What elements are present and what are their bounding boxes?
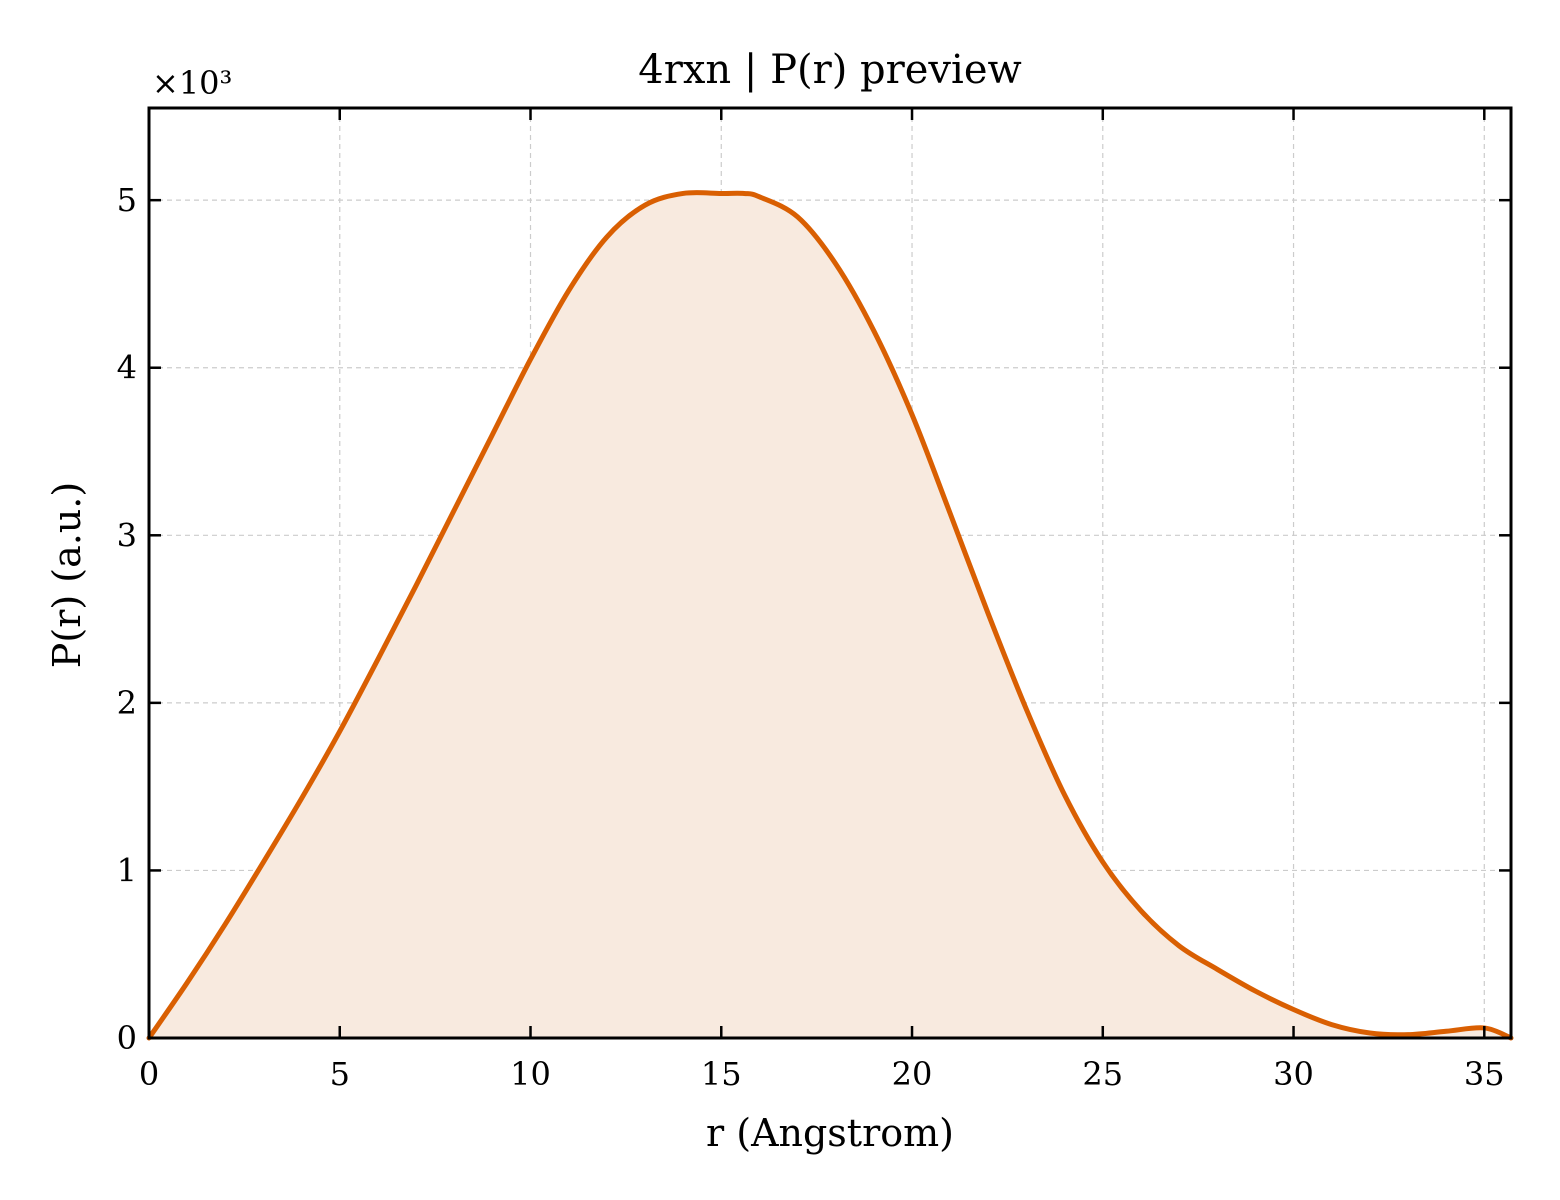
- chart-title: 4rxn | P(r) preview: [638, 47, 1021, 93]
- y-tick-label-0: 0: [117, 1019, 137, 1057]
- x-tick-label-25: 25: [1082, 1055, 1123, 1093]
- y-tick-label-5: 5: [117, 181, 137, 219]
- plot-frame: [147, 106, 1513, 1040]
- y-axis-label: P(r) (a.u.): [45, 482, 89, 668]
- x-tick-label-0: 0: [139, 1055, 159, 1093]
- x-tick-label-15: 15: [701, 1055, 742, 1093]
- y-axis-offset-label: ×10³: [152, 64, 232, 102]
- pr-area-fill: [149, 192, 1511, 1039]
- x-tick-label-5: 5: [330, 1055, 350, 1093]
- y-tick-label-3: 3: [117, 516, 137, 554]
- x-tick-label-20: 20: [892, 1055, 933, 1093]
- x-axis-label: r (Angstrom): [706, 1111, 954, 1155]
- x-tick-label-35: 35: [1464, 1055, 1505, 1093]
- pr-curve-line: [146, 190, 1514, 1041]
- y-tick-label-4: 4: [117, 349, 137, 387]
- tick-labels: 0 5 10 15 20 25 30 35 0 1 2 3 4 5: [117, 181, 1505, 1093]
- y-tick-label-2: 2: [117, 684, 137, 722]
- x-tick-label-30: 30: [1273, 1055, 1314, 1093]
- y-tick-label-1: 1: [117, 851, 137, 889]
- x-tick-label-10: 10: [510, 1055, 551, 1093]
